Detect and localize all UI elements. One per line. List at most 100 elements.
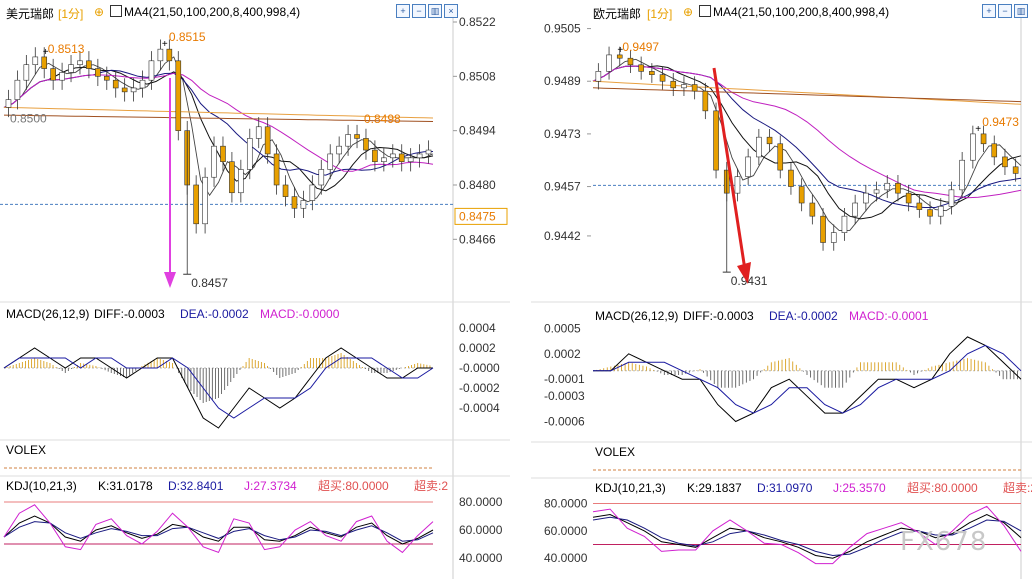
candle-body <box>238 169 244 194</box>
chart-type-icon[interactable]: ▥ <box>1014 4 1028 18</box>
candle-body <box>991 143 998 158</box>
zoom-in-icon[interactable]: + <box>396 4 410 18</box>
period-label[interactable]: [1分] <box>647 7 673 21</box>
kdj-axis-tick: 60.0000 <box>544 524 588 538</box>
candle-body <box>959 159 965 191</box>
macd-dea-line <box>3 357 434 419</box>
candle-body <box>354 134 360 139</box>
kdj-axis-tick: 60.0000 <box>459 523 503 537</box>
candle-body <box>830 232 837 243</box>
period-toggle-icon[interactable]: ⊕ <box>94 5 105 19</box>
zoom-in-icon[interactable]: + <box>982 4 996 18</box>
kdj-d-line <box>592 516 1022 557</box>
candle-body <box>649 71 655 75</box>
kdj-axis-tick: 40.0000 <box>544 551 588 565</box>
macd-diff-label: DIFF:-0.0003 <box>94 307 165 321</box>
candle-body <box>713 110 719 171</box>
ma-line-fast <box>3 56 434 203</box>
candle-body <box>407 157 414 163</box>
ma-indicator-label[interactable]: MA4(21,50,100,200,8,400,998,4) <box>699 5 889 19</box>
candle-body <box>273 153 280 186</box>
candle-body <box>681 84 687 89</box>
chart-header: 美元瑞郎 [1分] ⊕ MA4(21,50,100,200,8,400,998,… <box>0 0 510 22</box>
candle-body <box>148 60 155 81</box>
high-marker: + <box>43 47 49 58</box>
candle-body <box>103 76 110 81</box>
candle-body <box>820 215 826 243</box>
panel-divider <box>510 0 531 579</box>
candle-body <box>905 192 912 204</box>
candle-body <box>895 182 901 194</box>
kdj-j-label: J:27.3734 <box>244 479 297 493</box>
price-axis-tick: 0.8522 <box>459 15 496 29</box>
close-icon[interactable]: × <box>444 4 458 18</box>
candle-body <box>202 176 208 225</box>
volex-label: VOLEX <box>595 445 635 459</box>
candle-body <box>937 206 944 217</box>
kdj-axis-tick: 80.0000 <box>544 497 588 511</box>
symbol-label[interactable]: 欧元瑞郎 <box>593 7 642 21</box>
candle-body <box>638 64 644 72</box>
price-axis-tick: 0.9457 <box>544 180 581 194</box>
macd-axis-tick: 0.0002 <box>459 341 496 355</box>
candle-body <box>121 87 128 93</box>
chart-type-icon[interactable]: ▥ <box>428 4 442 18</box>
candle-body <box>606 54 612 72</box>
ma-line-mid <box>3 66 434 192</box>
candle-body <box>193 184 199 225</box>
kdj-k-label: K:29.1837 <box>687 481 742 495</box>
candle-body <box>659 74 666 82</box>
candle-body <box>980 133 987 145</box>
candle-body <box>670 80 677 89</box>
candle-body <box>77 60 83 65</box>
candle-body <box>327 153 334 170</box>
kdj-k-line <box>592 513 1022 559</box>
macd-label: MACD(26,12,9) <box>6 307 89 321</box>
price-axis-tick: 0.8494 <box>459 124 496 138</box>
price-level-label: 0.8500 <box>10 111 47 125</box>
macd-label: MACD(26,12,9) <box>595 309 678 323</box>
chart-panel-usdchf: 美元瑞郎 [1分] ⊕ MA4(21,50,100,200,8,400,998,… <box>0 0 510 579</box>
candle-body <box>345 134 351 147</box>
period-label[interactable]: [1分] <box>58 7 84 21</box>
high-marker: + <box>162 39 168 50</box>
candle-body <box>873 189 880 194</box>
candle-body <box>14 79 21 100</box>
candle-body <box>852 202 858 217</box>
candle-body <box>130 87 137 93</box>
candle-body <box>756 136 762 158</box>
zoom-out-icon[interactable]: − <box>412 4 426 18</box>
ma-indicator-icon <box>699 5 711 17</box>
low-price-label: 0.8457 <box>191 276 228 290</box>
price-axis-tick: 0.8466 <box>459 232 496 246</box>
candle-body <box>166 48 173 62</box>
ma-line-fast <box>592 58 1022 231</box>
kdj-overbought-label: 超买:80.0000 <box>318 478 389 493</box>
kdj-j-line <box>3 504 434 554</box>
high-marker: + <box>617 45 623 56</box>
candle-body <box>318 169 325 186</box>
price-axis-tick: 0.9505 <box>544 22 581 36</box>
kdj-d-label: D:32.8401 <box>168 479 224 493</box>
kdj-axis-tick: 40.0000 <box>459 551 503 565</box>
symbol-label[interactable]: 美元瑞郎 <box>6 7 55 21</box>
kdj-label: KDJ(10,21,3) <box>6 479 77 493</box>
candle-body <box>246 138 253 170</box>
candle-body <box>372 149 378 163</box>
candle-body <box>50 68 56 81</box>
candle-body <box>389 153 396 159</box>
ma-line-long-brown <box>592 87 1022 103</box>
ma-line-long-brown <box>3 114 434 122</box>
candle-body <box>95 68 101 77</box>
candle-body <box>139 79 146 89</box>
ma-line-long-orange <box>592 80 1022 105</box>
macd-dea-label: DEA:-0.0002 <box>180 307 249 321</box>
price-axis-tick: 0.9489 <box>544 74 581 88</box>
watermark-text: FX678 <box>900 527 988 557</box>
macd-axis-tick: 0.0004 <box>459 321 496 335</box>
period-toggle-icon[interactable]: ⊕ <box>683 5 694 19</box>
high-price-label: 0.9497 <box>622 40 659 54</box>
zoom-out-icon[interactable]: − <box>998 4 1012 18</box>
ma-indicator-label[interactable]: MA4(21,50,100,200,8,400,998,4) <box>110 5 300 19</box>
macd-diff-line <box>593 336 1022 423</box>
